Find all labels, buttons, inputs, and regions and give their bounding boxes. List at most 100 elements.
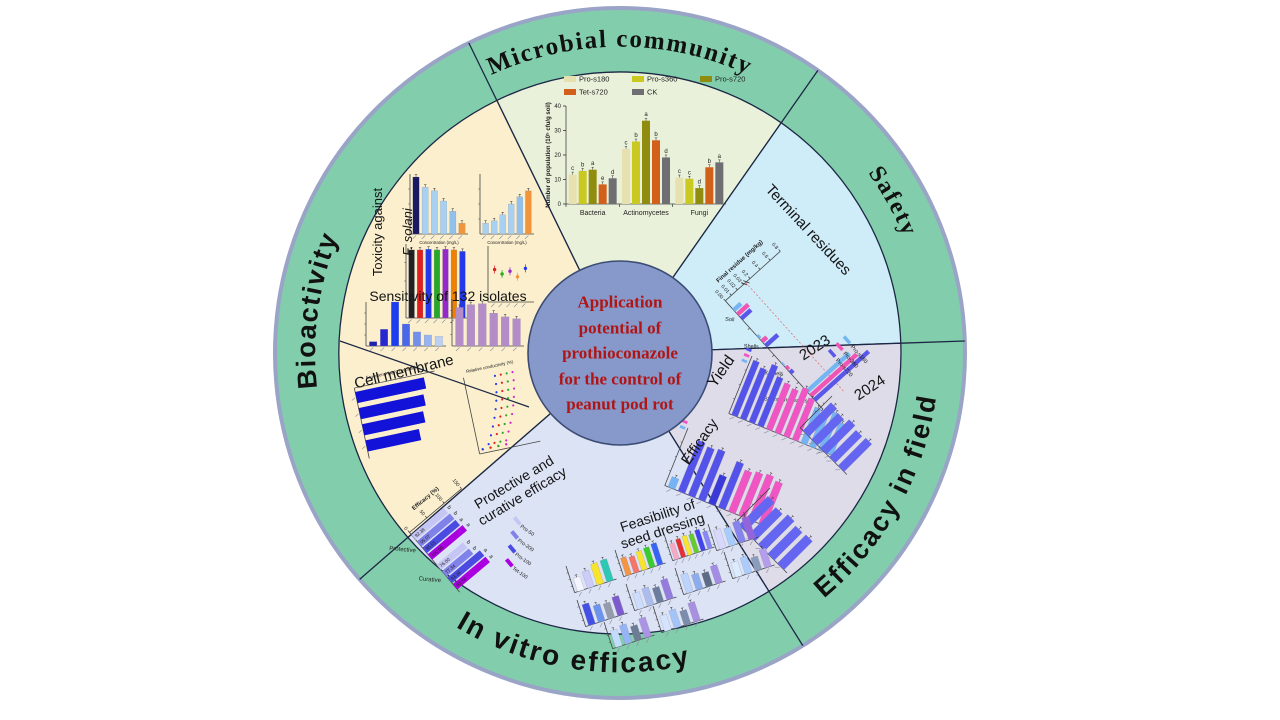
bar-value-label: 93.78 bbox=[455, 576, 467, 588]
x-tick-label-mark bbox=[737, 420, 743, 423]
data-point bbox=[494, 408, 497, 411]
error-bar bbox=[675, 475, 677, 478]
error-bar bbox=[661, 612, 664, 616]
y-tick bbox=[577, 606, 580, 608]
x-tick-label-mark bbox=[772, 434, 778, 437]
bar bbox=[440, 200, 447, 235]
toxicity-title-line2: F. solani bbox=[399, 208, 415, 256]
data-point bbox=[487, 443, 490, 446]
y-tick-label-mark bbox=[351, 397, 356, 401]
error-bar bbox=[748, 468, 751, 470]
error-bar bbox=[834, 402, 837, 405]
legend-label: Tet-s720 bbox=[579, 88, 608, 97]
toxicity-title: Toxicity against F. solani bbox=[356, 188, 416, 276]
legend-dot bbox=[497, 444, 500, 448]
error-bar bbox=[694, 526, 698, 529]
error-bar bbox=[753, 554, 755, 558]
y-tick-label: 50 bbox=[418, 509, 426, 517]
legend-swatch bbox=[564, 89, 576, 95]
center-title: Application potential of prothioconazole… bbox=[558, 292, 682, 414]
legend-label: CK bbox=[647, 88, 657, 97]
bar bbox=[667, 476, 680, 490]
x-tick-label-mark bbox=[489, 347, 494, 352]
x-tick-label-mark bbox=[707, 587, 711, 593]
x-tick bbox=[772, 354, 775, 357]
y-tick bbox=[459, 486, 462, 489]
bar bbox=[489, 313, 498, 347]
bar bbox=[417, 249, 424, 319]
error-bar bbox=[752, 553, 755, 556]
x-tick-label-mark bbox=[416, 319, 421, 324]
x-tick-label-mark bbox=[766, 568, 769, 574]
bar bbox=[425, 249, 432, 319]
x-tick-label-mark bbox=[490, 303, 495, 308]
error-bar bbox=[661, 612, 664, 614]
y-tick bbox=[822, 402, 825, 405]
bar bbox=[662, 157, 670, 204]
y-tick bbox=[723, 298, 726, 302]
y-tick bbox=[760, 495, 762, 497]
bar bbox=[718, 460, 744, 511]
y-tick-label: 0.01 bbox=[719, 284, 730, 295]
legend-swatch bbox=[827, 348, 837, 358]
x-tick-label-mark bbox=[688, 556, 691, 561]
chart-seed-8 bbox=[723, 546, 775, 583]
error-bar bbox=[574, 574, 578, 576]
y-tick bbox=[708, 530, 711, 532]
error-bar bbox=[741, 553, 744, 556]
x-tick-label-mark bbox=[799, 434, 805, 435]
bar-value-label: 95.07 bbox=[419, 533, 431, 545]
data-point bbox=[501, 389, 504, 393]
chart-seed-4 bbox=[707, 514, 759, 555]
y-tick-label: 0.2 bbox=[740, 269, 749, 278]
data-point bbox=[495, 391, 498, 394]
bar bbox=[788, 368, 795, 375]
y-axis bbox=[707, 523, 718, 551]
y-tick-label: 0.8 bbox=[770, 242, 779, 251]
data-point bbox=[507, 430, 510, 433]
chart-microbial-population: Pro-s180 Pro-s360 Pro-s720 Tet-s720 CK 0 10 20 3… bbox=[546, 75, 745, 218]
y-tick bbox=[606, 635, 609, 637]
error-bar bbox=[682, 571, 685, 574]
y-tick bbox=[568, 579, 571, 581]
y-tick bbox=[579, 613, 582, 615]
error-bar bbox=[690, 600, 692, 603]
bar bbox=[805, 351, 851, 394]
bar bbox=[715, 162, 724, 204]
error-bar bbox=[670, 606, 673, 609]
bar bbox=[508, 203, 515, 235]
bar bbox=[416, 513, 455, 547]
error-bar bbox=[770, 472, 772, 476]
bar bbox=[695, 188, 704, 204]
y-tick bbox=[743, 512, 745, 514]
x-tick-label-mark bbox=[589, 625, 593, 631]
error-bar bbox=[670, 540, 673, 544]
legend-label: Pro-s180 bbox=[579, 75, 609, 84]
significance-letter: a bbox=[482, 547, 489, 554]
x-tick-label-mark bbox=[407, 319, 412, 324]
bar bbox=[687, 446, 715, 498]
data-point bbox=[500, 406, 503, 410]
x-tick-label-mark bbox=[380, 347, 385, 352]
bar bbox=[632, 141, 640, 204]
bar bbox=[599, 558, 614, 583]
y-tick-label: 0.03 bbox=[731, 273, 742, 284]
x-tick-label-mark bbox=[646, 638, 649, 644]
error-bar bbox=[602, 557, 604, 560]
y-tick bbox=[814, 410, 817, 413]
axis-break bbox=[740, 282, 748, 286]
data-point bbox=[495, 399, 498, 402]
y-tick bbox=[619, 569, 622, 571]
error-bar bbox=[652, 540, 654, 544]
bar bbox=[765, 382, 791, 432]
x-tick-label-mark bbox=[774, 567, 780, 568]
data-point bbox=[493, 441, 496, 445]
bar bbox=[688, 533, 700, 554]
bioactivity-sub-divider bbox=[339, 340, 530, 408]
legend-swatch bbox=[835, 342, 844, 352]
error-bar bbox=[584, 601, 586, 604]
error-bar bbox=[798, 527, 801, 530]
x-tick-label-mark bbox=[717, 584, 720, 590]
error-bar bbox=[841, 413, 844, 416]
data-point bbox=[505, 439, 508, 442]
